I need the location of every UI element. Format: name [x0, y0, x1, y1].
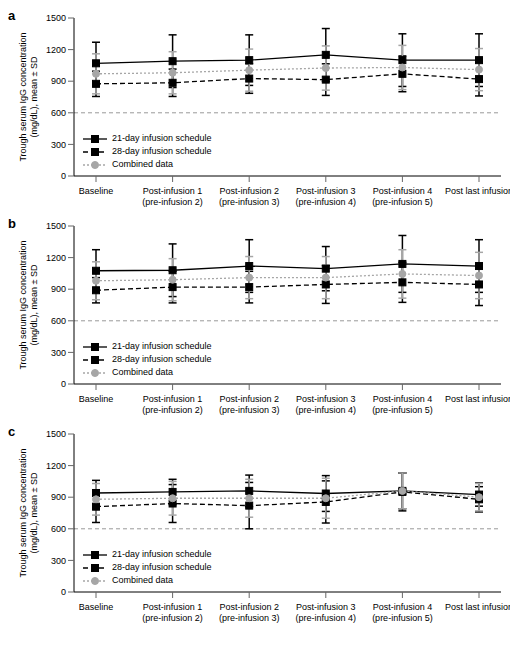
- html-text:21-day infusion schedule: 21-day infusion schedule: [112, 133, 212, 143]
- svg-text:Trough serum IgG concentration: Trough serum IgG concentration(mg/dL), m…: [18, 32, 39, 161]
- svg-text:Post last infusion: Post last infusion: [445, 394, 510, 404]
- svg-text:Post-infusion 2(pre-infusion 3: Post-infusion 2(pre-infusion 3): [219, 602, 280, 623]
- svg-text:Baseline: Baseline: [79, 602, 114, 612]
- svg-text:600: 600: [51, 524, 66, 534]
- svg-text:600: 600: [51, 108, 66, 118]
- svg-text:Post-infusion 1(pre-infusion 2: Post-infusion 1(pre-infusion 2): [142, 394, 203, 415]
- svg-text:Post-infusion 4(pre-infusion 5: Post-infusion 4(pre-infusion 5): [372, 394, 433, 415]
- svg-text:1200: 1200: [46, 461, 66, 471]
- svg-text:0: 0: [61, 379, 66, 389]
- svg-text:Baseline: Baseline: [79, 186, 114, 196]
- html-text:a: a: [8, 8, 16, 23]
- svg-text:1500: 1500: [46, 221, 66, 231]
- html-text:c: c: [8, 424, 16, 439]
- svg-text:Post-infusion 2(pre-infusion 3: Post-infusion 2(pre-infusion 3): [219, 186, 280, 207]
- html-text:Combined data: Combined data: [112, 575, 173, 585]
- svg-text:0: 0: [61, 587, 66, 597]
- svg-text:900: 900: [51, 492, 66, 502]
- html-text:Combined data: Combined data: [112, 367, 173, 377]
- svg-text:Post-infusion 4(pre-infusion 5: Post-infusion 4(pre-infusion 5): [372, 602, 433, 623]
- svg-text:0: 0: [61, 171, 66, 181]
- svg-text:Post-infusion 1(pre-infusion 2: Post-infusion 1(pre-infusion 2): [142, 602, 203, 623]
- svg-text:1500: 1500: [46, 13, 66, 23]
- html-text:28-day infusion schedule: 28-day infusion schedule: [112, 354, 212, 364]
- html-text:b: b: [8, 216, 16, 231]
- svg-text:Post-infusion 3(pre-infusion 4: Post-infusion 3(pre-infusion 4): [296, 394, 357, 415]
- svg-text:Trough serum IgG concentration: Trough serum IgG concentration(mg/dL), m…: [18, 448, 39, 577]
- html-text:21-day infusion schedule: 21-day infusion schedule: [112, 549, 212, 559]
- svg-text:Post-infusion 3(pre-infusion 4: Post-infusion 3(pre-infusion 4): [296, 602, 357, 623]
- svg-text:Post-infusion 3(pre-infusion 4: Post-infusion 3(pre-infusion 4): [296, 186, 357, 207]
- svg-text:900: 900: [51, 76, 66, 86]
- svg-text:Post-infusion 2(pre-infusion 3: Post-infusion 2(pre-infusion 3): [219, 394, 280, 415]
- svg-text:300: 300: [51, 556, 66, 566]
- svg-text:Trough serum IgG concentration: Trough serum IgG concentration(mg/dL), m…: [18, 240, 39, 369]
- html-text:21-day infusion schedule: 21-day infusion schedule: [112, 341, 212, 351]
- svg-text:Post-infusion 1(pre-infusion 2: Post-infusion 1(pre-infusion 2): [142, 186, 203, 207]
- html-text:28-day infusion schedule: 28-day infusion schedule: [112, 562, 212, 572]
- svg-text:1200: 1200: [46, 45, 66, 55]
- html-text:Combined data: Combined data: [112, 159, 173, 169]
- svg-text:Post last infusion: Post last infusion: [445, 602, 510, 612]
- svg-text:1500: 1500: [46, 429, 66, 439]
- svg-text:Post last infusion: Post last infusion: [445, 186, 510, 196]
- html-text:28-day infusion schedule: 28-day infusion schedule: [112, 146, 212, 156]
- svg-text:300: 300: [51, 140, 66, 150]
- svg-text:1200: 1200: [46, 253, 66, 263]
- svg-text:900: 900: [51, 284, 66, 294]
- svg-text:300: 300: [51, 348, 66, 358]
- svg-text:600: 600: [51, 316, 66, 326]
- svg-text:Baseline: Baseline: [79, 394, 114, 404]
- svg-text:Post-infusion 4(pre-infusion 5: Post-infusion 4(pre-infusion 5): [372, 186, 433, 207]
